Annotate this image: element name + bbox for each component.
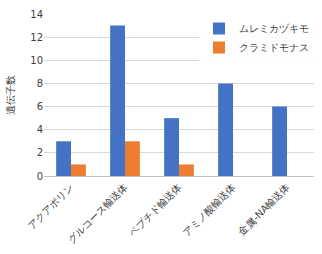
svg-text:6: 6 [37,101,43,112]
svg-text:14: 14 [30,9,43,20]
svg-text:遺伝子数: 遺伝子数 [5,75,16,115]
svg-text:金属-NA輸送体: 金属-NA輸送体 [236,181,292,237]
svg-text:4: 4 [37,124,43,135]
svg-text:グルコース輸送体: グルコース輸送体 [66,181,130,245]
svg-text:アミノ酸輸送体: アミノ酸輸送体 [181,181,238,238]
svg-text:アクアポリン: アクアポリン [26,181,76,231]
svg-text:ムレミカヅキモ: ムレミカヅキモ [239,23,309,34]
svg-text:12: 12 [30,32,43,43]
svg-text:2: 2 [37,147,43,158]
svg-text:クラミドモナス: クラミドモナス [239,42,309,53]
svg-text:ペプチド輸送体: ペプチド輸送体 [127,181,184,238]
svg-text:8: 8 [37,78,43,89]
svg-text:10: 10 [30,55,43,66]
svg-text:0: 0 [37,171,43,182]
